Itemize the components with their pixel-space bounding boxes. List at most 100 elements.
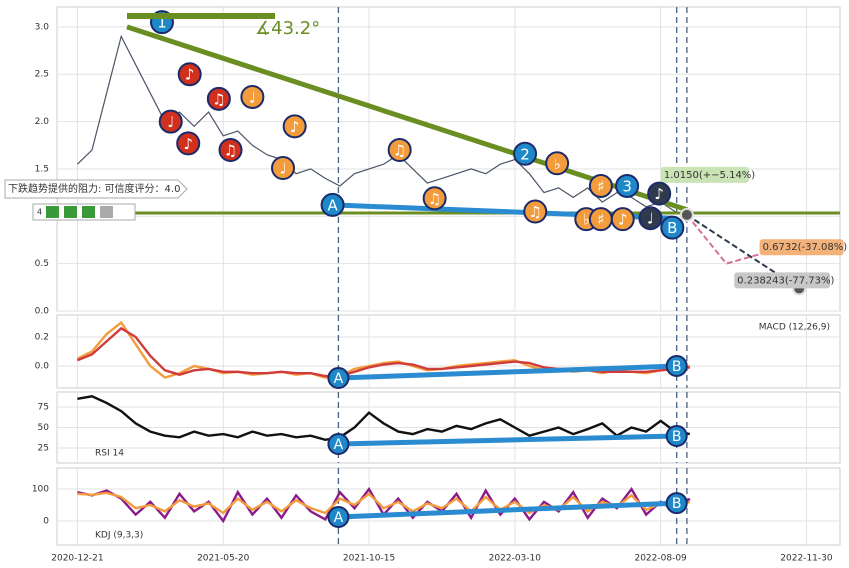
y-tick-label: 100 xyxy=(32,484,49,494)
marker-label: A xyxy=(334,510,344,526)
x-tick-label: 2021-05-20 xyxy=(197,554,250,564)
marker xyxy=(158,109,183,134)
marker xyxy=(327,432,350,455)
marker-label: ♩ xyxy=(647,210,654,228)
marker-label: B xyxy=(672,496,682,512)
score-icon xyxy=(64,206,77,218)
angle-label: ∡43.2° xyxy=(255,18,320,39)
series-line xyxy=(77,395,691,442)
marker xyxy=(545,151,570,176)
target-label-bg xyxy=(759,239,844,256)
trend-line xyxy=(338,433,677,447)
marker-label: B xyxy=(667,219,677,237)
marker-label: A xyxy=(334,437,344,453)
y-tick-label: 2.5 xyxy=(35,70,49,80)
y-tick-label: 2.0 xyxy=(35,117,50,127)
marker xyxy=(660,215,685,240)
marker-label: ♫ xyxy=(529,203,542,221)
y-tick-label: 0.0 xyxy=(35,361,50,371)
y-tick-label: 0 xyxy=(43,516,49,526)
marker-label: 2 xyxy=(520,145,530,163)
panel xyxy=(56,467,841,546)
trend-line xyxy=(338,500,677,520)
marker xyxy=(177,62,202,87)
marker xyxy=(665,492,688,515)
marker-label: ♫ xyxy=(212,90,225,108)
score-icon xyxy=(100,206,113,218)
y-tick-label: 75 xyxy=(38,403,49,413)
marker-label: ♫ xyxy=(393,142,406,160)
panel-label: KDJ (9,3,3) xyxy=(95,531,143,541)
panel xyxy=(56,314,841,389)
marker xyxy=(638,206,663,231)
target-label: 0.238243(-77.73%) xyxy=(737,275,834,286)
marker-label: 3 xyxy=(622,177,632,195)
target-label-bg xyxy=(734,272,831,289)
marker xyxy=(647,181,672,206)
score: 4 xyxy=(37,208,42,217)
y-tick-label: 3.0 xyxy=(35,22,50,32)
target-label-bg xyxy=(660,166,749,183)
marker-label: ♫ xyxy=(428,190,441,208)
marker-label: A xyxy=(334,371,344,387)
marker-label: 1 xyxy=(157,14,167,32)
marker xyxy=(240,84,265,109)
marker-label: ♪ xyxy=(290,118,300,136)
marker xyxy=(271,155,296,180)
marker-label: ♩ xyxy=(167,113,174,131)
marker-label: ♯ xyxy=(597,211,604,229)
marker xyxy=(176,131,201,156)
panel-label: RSI 14 xyxy=(95,449,124,459)
x-tick-label: 2022-08-09 xyxy=(634,554,687,564)
y-tick-label: 1.5 xyxy=(35,164,49,174)
marker xyxy=(206,86,231,111)
panel-label: MACD (12,26,9) xyxy=(759,323,830,333)
y-tick-label: 0.0 xyxy=(35,307,50,317)
series-line xyxy=(76,34,690,215)
marker xyxy=(327,505,350,528)
marker xyxy=(513,141,538,166)
target-point xyxy=(679,207,694,222)
marker xyxy=(282,114,307,139)
series-line xyxy=(77,491,691,515)
trend-line xyxy=(338,363,677,381)
marker xyxy=(327,367,350,390)
x-tick-label: 2022-11-30 xyxy=(780,554,833,564)
marker-label: ♭ xyxy=(583,211,590,229)
marker xyxy=(610,207,635,232)
panel xyxy=(56,6,841,312)
target-label: 0.6732(-37.08%) xyxy=(763,242,848,253)
score-icon xyxy=(82,206,95,218)
marker xyxy=(218,138,243,163)
target-label: 1.0150(+−5.14%) xyxy=(664,170,755,181)
x-tick-label: 2022-03-10 xyxy=(489,554,542,564)
x-tick-label: 2021-10-15 xyxy=(343,554,395,564)
marker xyxy=(665,354,688,377)
marker-label: B xyxy=(672,359,682,375)
marker-label: ♪ xyxy=(618,211,628,229)
marker-label: ♪ xyxy=(185,66,195,84)
marker xyxy=(588,173,613,198)
annotation-box xyxy=(4,179,188,199)
marker-label: ♯ xyxy=(597,177,604,195)
x-tick-label: 2020-12-21 xyxy=(51,554,103,564)
annotation: 下跌趋势提供的阻力: 可信度评分：4.0 xyxy=(8,182,180,195)
marker-label: B xyxy=(672,429,682,445)
marker xyxy=(387,138,412,163)
marker xyxy=(320,192,345,217)
y-tick-label: 25 xyxy=(38,443,49,453)
marker xyxy=(422,186,447,211)
score-icon xyxy=(46,206,59,218)
marker-label: ♪ xyxy=(654,185,664,203)
y-tick-label: 0.2 xyxy=(35,333,49,343)
marker xyxy=(615,173,640,198)
marker-label: ♩ xyxy=(249,88,256,106)
marker-label: ♪ xyxy=(183,135,193,153)
y-tick-label: 0.5 xyxy=(35,259,49,269)
marker xyxy=(523,199,548,224)
marker-label: ♩ xyxy=(279,159,286,177)
marker xyxy=(665,425,688,448)
marker-label: ♭ xyxy=(554,155,561,173)
marker-label: A xyxy=(327,196,338,214)
